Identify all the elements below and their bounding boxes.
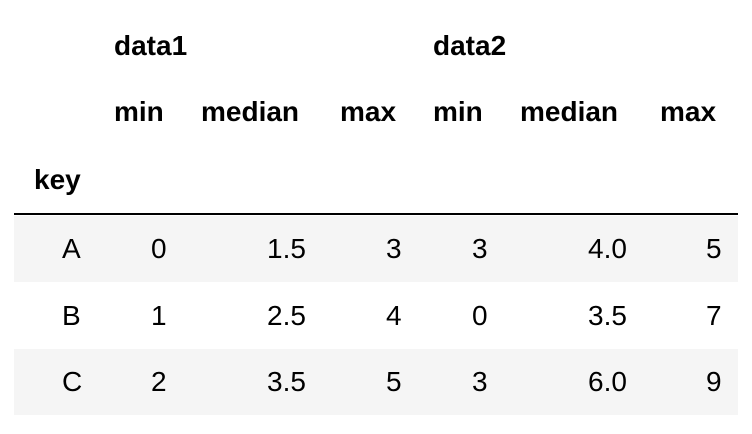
column-header-data1-min: min	[114, 96, 164, 127]
table-cell: 3	[386, 233, 402, 264]
table-row: C 2 3.5 5 3 6.0 9	[14, 349, 738, 415]
table-cell: 4	[386, 300, 402, 331]
table-cell: 3	[472, 366, 488, 397]
column-group-header-data1: data1	[114, 30, 188, 61]
table-cell: 9	[706, 366, 722, 397]
table-cell: 0	[151, 233, 167, 264]
row-index-label: C	[62, 366, 83, 397]
index-name-header: key	[34, 164, 81, 195]
column-header-data2-max: max	[660, 96, 717, 127]
table-cell: 6.0	[588, 366, 627, 397]
column-group-header-data2: data2	[433, 30, 507, 61]
column-header-data2-median: median	[520, 96, 619, 127]
table-cell: 3.5	[588, 300, 627, 331]
row-index-label: B	[62, 300, 81, 331]
table-cell: 3.5	[267, 366, 306, 397]
column-header-data1-max: max	[340, 96, 397, 127]
table-cell: 3	[472, 233, 488, 264]
table-row: B 1 2.5 4 0 3.5 7	[14, 283, 738, 349]
row-index-label: A	[62, 233, 81, 264]
table-cell: 1.5	[267, 233, 306, 264]
table-cell: 7	[706, 300, 722, 331]
table-cell: 4.0	[588, 233, 627, 264]
table-cell: 2.5	[267, 300, 306, 331]
column-header-data2-min: min	[433, 96, 483, 127]
header-divider	[14, 213, 738, 215]
column-header-data1-median: median	[201, 96, 300, 127]
table-cell: 5	[386, 366, 402, 397]
table-cell: 5	[706, 233, 722, 264]
table-cell: 0	[472, 300, 488, 331]
table-cell: 2	[151, 366, 167, 397]
table-cell: 1	[151, 300, 167, 331]
table-row: A 0 1.5 3 3 4.0 5	[14, 216, 738, 282]
